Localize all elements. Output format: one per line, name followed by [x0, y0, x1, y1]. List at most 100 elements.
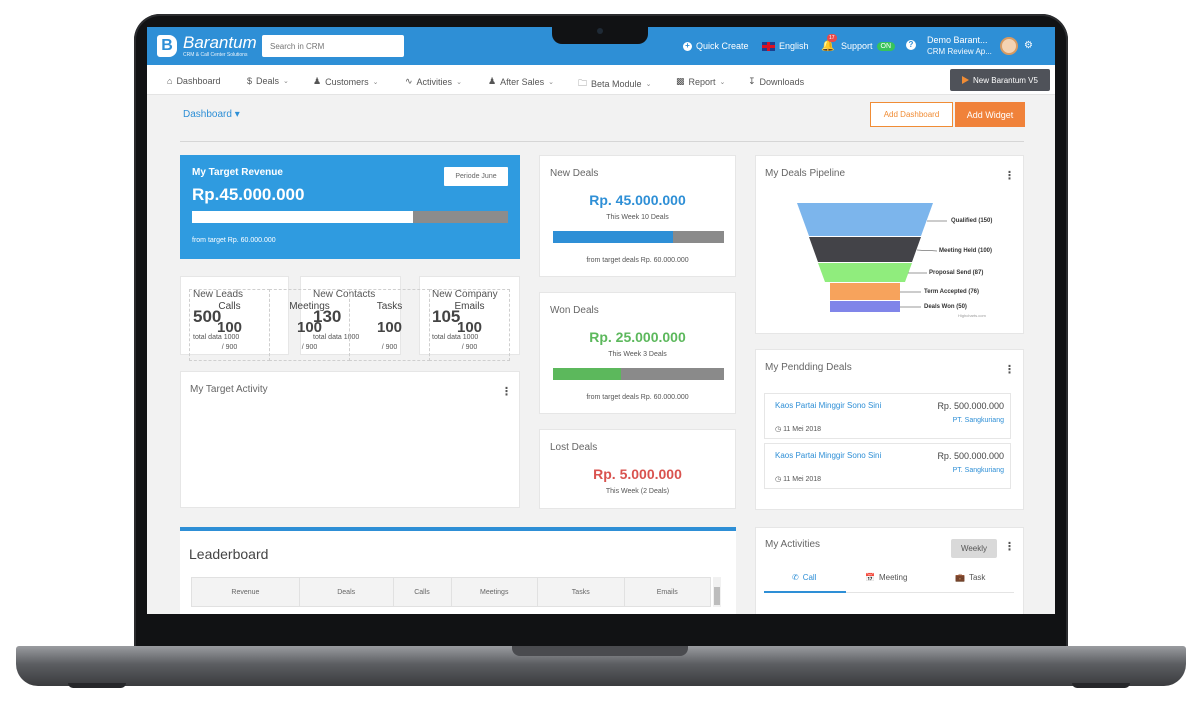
pending-deal-title[interactable]: Kaos Partai Minggir Sono Sini	[775, 401, 882, 410]
nav-report[interactable]: ▩ Report ⌄	[676, 76, 725, 87]
tab-call[interactable]: ✆ Call	[792, 573, 816, 582]
activity-label: Calls	[218, 301, 241, 312]
tab-task[interactable]: 💼 Task	[955, 573, 985, 582]
logo-mark-icon: B	[157, 35, 177, 57]
screen: B Barantum CRM & Call Center Solutions +…	[147, 27, 1055, 614]
deal-footer: from target deals Rp. 60.000.000	[586, 394, 689, 401]
calendar-icon: 📅	[865, 573, 875, 582]
deal-footer: from target deals Rp. 60.000.000	[586, 257, 689, 264]
add-widget-button[interactable]: Add Widget	[955, 102, 1025, 127]
main-nav: ⌂ Dashboard $ Deals ⌄ ♟ Customers ⌄ ∿ Ac…	[147, 65, 1055, 95]
active-tab-indicator	[764, 591, 846, 593]
nav-beta-module[interactable]: 🗀 Beta Module ⌄	[578, 76, 651, 92]
chevron-down-icon: ⌄	[456, 78, 462, 86]
pending-deal-date: ◷ 11 Mei 2018	[775, 425, 821, 433]
nav-after-sales[interactable]: ♟ After Sales ⌄	[488, 76, 554, 87]
dashboard-selector[interactable]: Dashboard ▾	[183, 109, 240, 120]
avatar[interactable]	[1000, 37, 1018, 55]
search-input[interactable]	[262, 35, 404, 57]
activity-value: 100	[296, 319, 323, 336]
deal-progress-fill	[553, 368, 622, 380]
stat-title: New Leads	[193, 289, 244, 300]
more-vertical-icon[interactable]: ⋮	[1004, 364, 1015, 376]
new-version-label: New Barantum V5	[973, 75, 1038, 85]
leaderboard-scrollbar[interactable]	[713, 577, 721, 607]
scrollbar-thumb[interactable]	[714, 587, 720, 605]
help-icon[interactable]: ?	[906, 40, 916, 50]
pending-deal-title[interactable]: Kaos Partai Minggir Sono Sini	[775, 451, 882, 460]
dollar-icon: $	[247, 76, 253, 86]
nav-downloads-label: Downloads	[759, 76, 805, 87]
funnel-label: Meeting Held (100)	[939, 248, 993, 254]
users-icon: ♟	[313, 76, 322, 86]
uk-flag-icon	[762, 41, 775, 51]
user-role: CRM Review Ap...	[927, 47, 992, 56]
user-name: Demo Barant...	[927, 35, 988, 45]
logo[interactable]: B Barantum CRM & Call Center Solutions	[157, 34, 257, 58]
nav-customers[interactable]: ♟ Customers ⌄	[313, 76, 378, 87]
leaderboard-column-header[interactable]: Deals	[300, 578, 394, 606]
pipeline-funnel-chart	[797, 203, 947, 312]
target-revenue-title: My Target Revenue	[192, 167, 283, 178]
pending-deal-company[interactable]: PT. Sangkuriang	[952, 417, 1004, 424]
nav-activities-label: Activities	[416, 76, 453, 87]
funnel-stage-meeting-held	[809, 237, 921, 262]
clock-icon: ◷	[775, 476, 784, 483]
nav-deals[interactable]: $ Deals ⌄	[247, 76, 289, 86]
target-activity-card: My Target Activity ⋮	[180, 371, 520, 508]
support-toggle[interactable]: Support ON	[841, 41, 896, 51]
stat-sub: total data 1000	[193, 334, 240, 341]
pending-deal-company[interactable]: PT. Sangkuriang	[952, 467, 1004, 474]
deal-value: Rp. 45.000.000	[589, 192, 686, 208]
plus-circle-icon: +	[683, 41, 692, 51]
nav-report-label: Report	[688, 76, 716, 87]
nav-activities[interactable]: ∿ Activities ⌄	[405, 76, 462, 87]
more-vertical-icon[interactable]: ⋮	[1004, 541, 1015, 553]
activity-tasks: Tasks 100 / 900	[349, 289, 430, 361]
new-version-button[interactable]: New Barantum V5	[950, 69, 1050, 91]
stat-title: New Company	[432, 289, 498, 300]
header-divider	[180, 141, 1024, 142]
more-vertical-icon[interactable]: ⋮	[1004, 170, 1015, 182]
pending-deal-row[interactable]: Kaos Partai Minggir Sono Sini Rp. 500.00…	[764, 393, 1011, 439]
period-dropdown[interactable]: Weekly	[951, 539, 997, 558]
pending-deal-row[interactable]: Kaos Partai Minggir Sono Sini Rp. 500.00…	[764, 443, 1011, 489]
leaderboard-column-header[interactable]: Calls	[394, 578, 452, 606]
gear-icon[interactable]: ⚙	[1024, 40, 1033, 51]
deal-title: New Deals	[550, 168, 599, 179]
quick-create-button[interactable]: + Quick Create	[683, 41, 749, 51]
nav-downloads[interactable]: ↧ Downloads	[748, 76, 804, 87]
activity-target: / 900	[381, 344, 398, 351]
leaderboard-column-header[interactable]: Meetings	[452, 578, 538, 606]
nav-after-sales-label: After Sales	[500, 76, 545, 87]
activity-label: Emails	[454, 301, 485, 312]
nav-dashboard[interactable]: ⌂ Dashboard	[167, 76, 220, 86]
funnel-stage-term-accepted	[830, 283, 900, 300]
pending-title: My Pendding Deals	[765, 362, 852, 373]
stat-sub: total data 1000	[313, 334, 360, 341]
chevron-down-icon: ⌄	[283, 78, 289, 85]
target-activity-title: My Target Activity	[190, 384, 268, 395]
tab-meeting[interactable]: 📅 Meeting	[865, 573, 907, 582]
deal-value: Rp. 25.000.000	[589, 329, 686, 345]
laptop-foot-right	[1072, 683, 1130, 688]
pipeline-title: My Deals Pipeline	[765, 168, 846, 179]
laptop-foot-left	[68, 683, 126, 688]
user-menu[interactable]: Demo Barant... CRM Review Ap...	[927, 35, 992, 57]
add-dashboard-button[interactable]: Add Dashboard	[870, 102, 953, 127]
more-vertical-icon[interactable]: ⋮	[501, 386, 512, 398]
nav-customers-label: Customers	[325, 76, 369, 87]
leaderboard-column-header[interactable]: Emails	[656, 589, 678, 596]
pending-deal-date: ◷ 11 Mei 2018	[775, 475, 821, 483]
funnel-stage-qualified	[797, 203, 933, 236]
language-selector[interactable]: English	[762, 41, 809, 51]
logo-name: Barantum	[183, 33, 257, 52]
leaderboard-column-header[interactable]: Revenue	[192, 578, 300, 606]
activity-emails: Emails 100 / 900	[429, 289, 510, 361]
bell-icon[interactable]: 🔔	[821, 40, 835, 52]
period-button[interactable]: Periode June	[444, 167, 508, 186]
deal-progress-bar	[553, 368, 724, 380]
laptop-base	[16, 646, 1186, 686]
funnel-label: Term Accepted (76)	[924, 289, 980, 295]
leaderboard-column-header[interactable]: Tasks	[538, 578, 625, 606]
